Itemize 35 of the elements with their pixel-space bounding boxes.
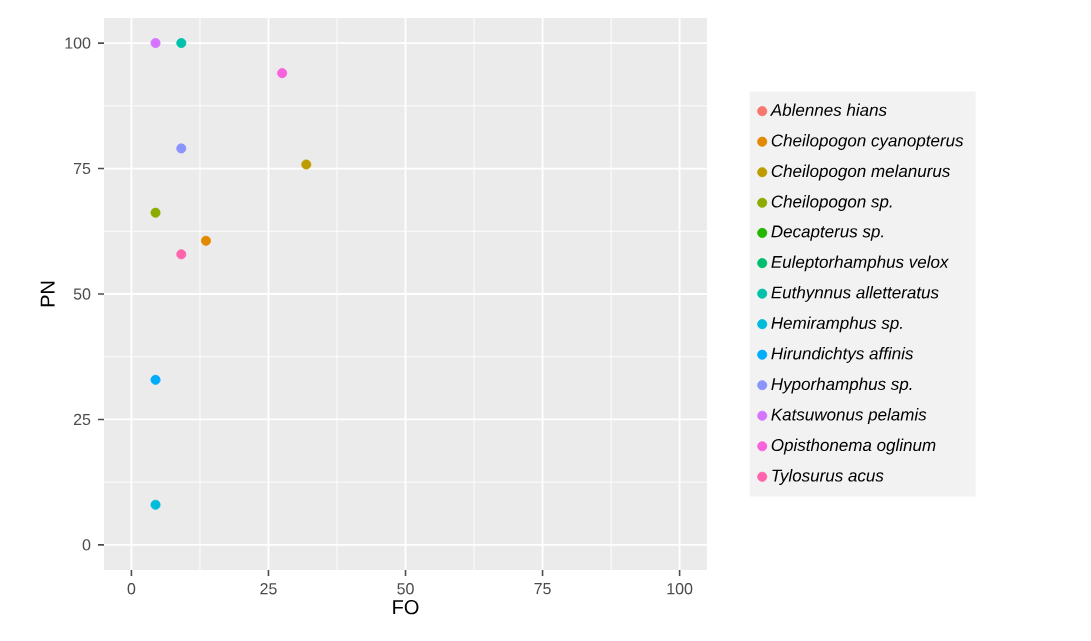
y-tick-label: 50: [73, 288, 91, 300]
legend-label: Cheilopogon cyanopterus: [771, 134, 964, 150]
x-tick-label: 25: [260, 583, 277, 595]
legend-label: Tylosurus acus: [772, 469, 884, 485]
point: [176, 38, 187, 49]
point: [200, 235, 211, 246]
point: [150, 38, 161, 49]
point: [176, 143, 187, 154]
point: [176, 249, 187, 260]
y-tick-label: 25: [73, 413, 91, 426]
y-tick-label: 100: [65, 37, 91, 49]
y-tick-label: 75: [73, 162, 91, 175]
legend-label: Decapterus sp.: [771, 225, 884, 241]
point: [150, 207, 161, 218]
legend-label: Opisthonema oglinum: [771, 438, 936, 455]
x-tick-label: 50: [397, 583, 414, 595]
legend-label: Hyporhamphus sp.: [771, 377, 912, 394]
y-axis-title: PN: [40, 281, 55, 307]
point: [277, 68, 288, 79]
legend-label: Hirundichtys affinis: [771, 347, 914, 363]
legend-label: Euleptorhamphus velox: [771, 255, 949, 272]
legend-label: Cheilopogon melanurus: [771, 164, 950, 181]
point: [301, 159, 312, 170]
x-tick-label: 75: [534, 583, 551, 595]
legend-label: Katsuwonus pelamis: [771, 408, 927, 424]
point: [150, 374, 161, 385]
x-tick-label: 0: [127, 583, 136, 595]
legend-label: Cheilopogon sp.: [771, 195, 892, 211]
y-tick-label: 0: [82, 539, 91, 551]
legend-label: Ablennes hians: [769, 103, 887, 117]
legend-label: Hemiramphus sp.: [771, 316, 902, 333]
x-tick-label: 100: [667, 583, 693, 595]
point: [150, 499, 161, 510]
x-axis-title: FO: [393, 600, 419, 615]
legend-label: Euthynnus alletteratus: [771, 286, 939, 302]
